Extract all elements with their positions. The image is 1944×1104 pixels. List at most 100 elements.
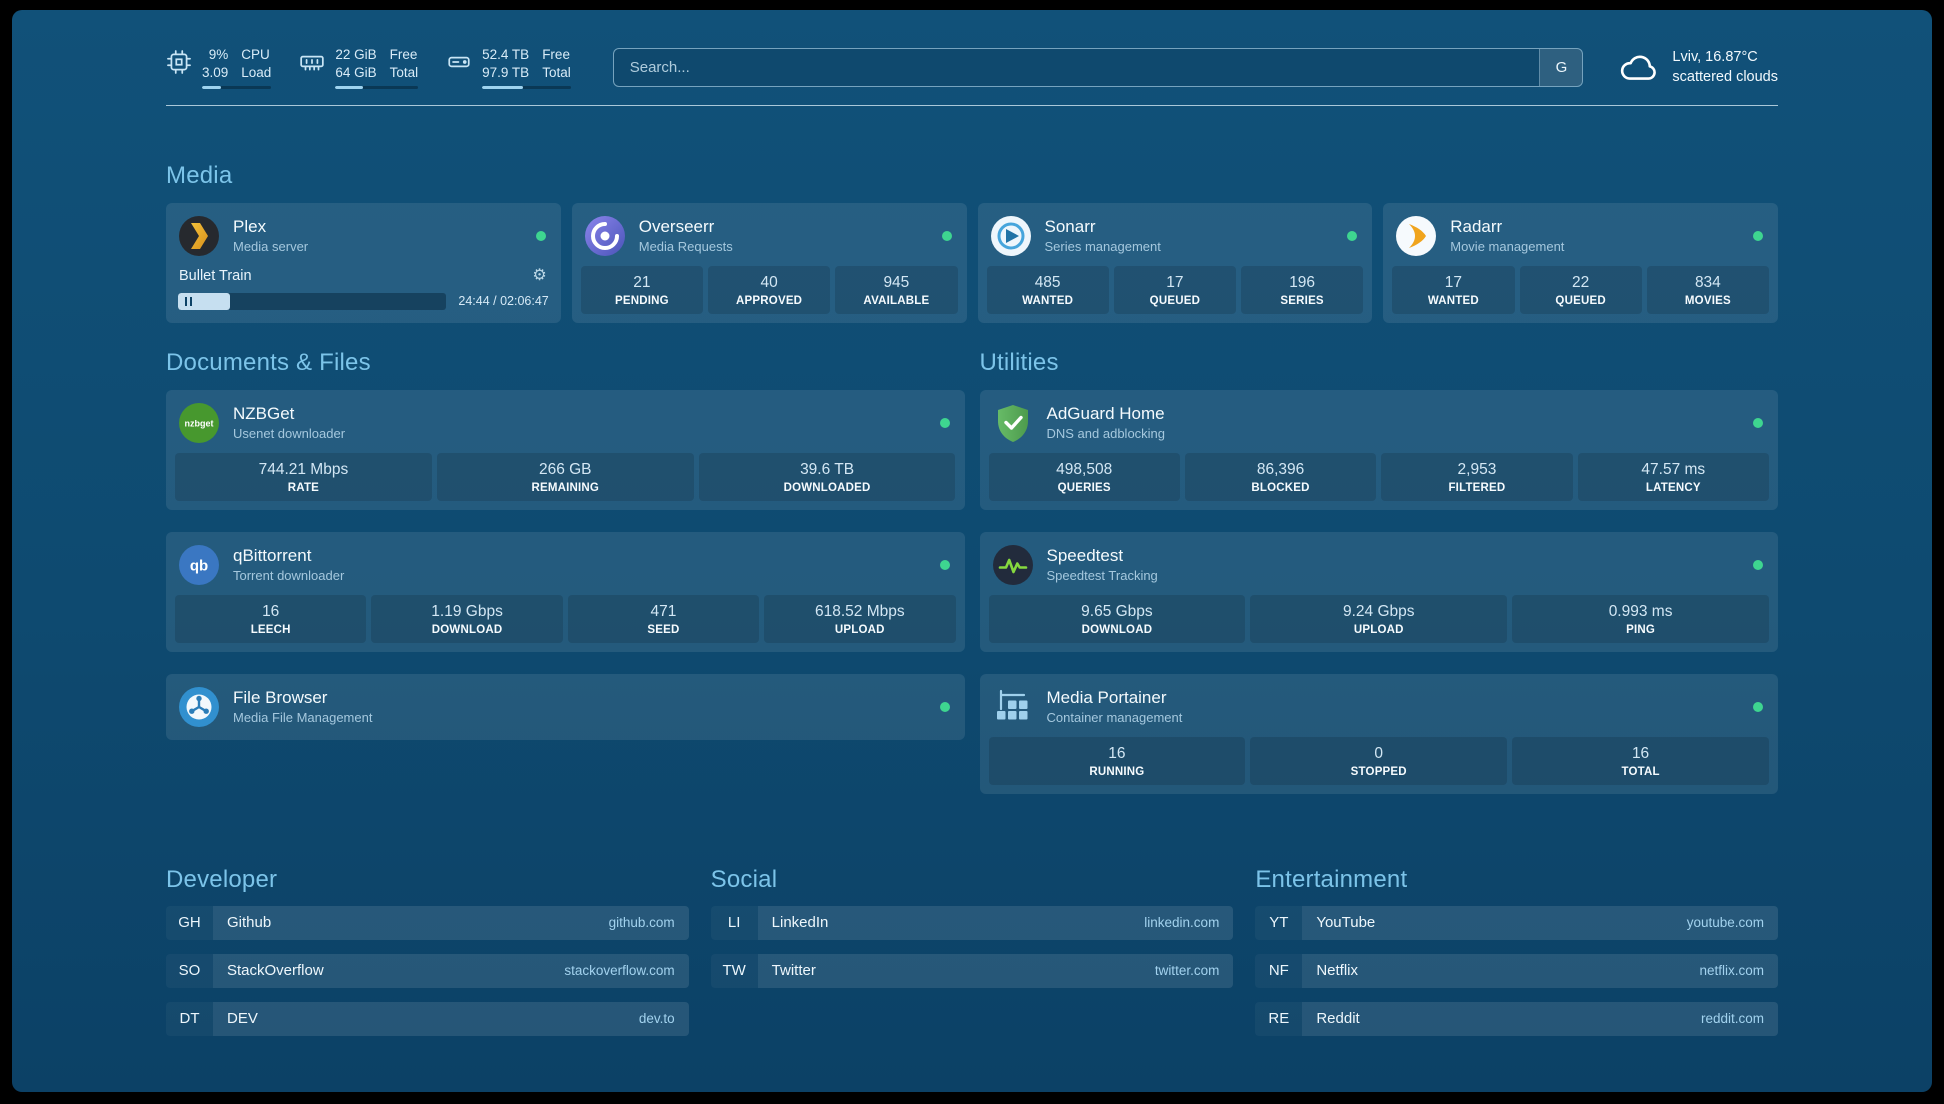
bookmark-url: stackoverflow.com (564, 963, 675, 979)
stat-pending: 21 PENDING (580, 265, 703, 314)
overseerr-icon (584, 215, 626, 257)
plex-icon (178, 215, 220, 257)
bookmark-name: StackOverflow (227, 962, 324, 980)
memory-total-label: Total (389, 64, 419, 80)
bookmark-stackoverflow[interactable]: SO StackOverflow stackoverflow.com (166, 953, 689, 988)
section-title-documents: Documents & Files (166, 348, 371, 376)
plex-card[interactable]: Plex Media server Bullet Train ⚙ (166, 202, 561, 323)
filebrowser-icon (178, 686, 220, 728)
stat-queries: 498,508 QUERIES (988, 452, 1180, 501)
stat-download: 9.65 Gbps DOWNLOAD (988, 594, 1246, 643)
section-title-developer: Developer (166, 865, 278, 893)
bookmark-abbr: NF (1255, 953, 1303, 988)
service-title: Sonarr (1044, 217, 1096, 237)
service-subtitle: Container management (1046, 710, 1183, 726)
bookmark-name: YouTube (1316, 914, 1376, 932)
gear-icon[interactable]: ⚙ (532, 266, 547, 284)
cpu-load-label: Load (241, 64, 272, 80)
bookmark-youtube[interactable]: YT YouTube youtube.com (1255, 905, 1778, 940)
bookmark-twitter[interactable]: TW Twitter twitter.com (710, 953, 1234, 988)
bookmark-abbr: SO (166, 953, 213, 988)
bookmark-url: reddit.com (1700, 1011, 1764, 1027)
stat-available: 945 AVAILABLE (835, 265, 958, 314)
bookmark-name: Netflix (1316, 962, 1359, 980)
status-dot (941, 230, 952, 241)
stat-rate: 744.21 Mbps RATE (175, 452, 432, 501)
status-dot (1753, 230, 1763, 241)
service-subtitle: Torrent downloader (233, 568, 345, 584)
disk-icon (446, 49, 472, 75)
resource-widgets: 9% CPU 3.09 Load (166, 46, 571, 89)
memory-free-label: Free (389, 47, 418, 62)
disk-free-label: Free (542, 47, 570, 62)
stat-download: 1.19 Gbps DOWNLOAD (371, 594, 563, 643)
portainer-icon (992, 686, 1034, 728)
service-title: AdGuard Home (1046, 404, 1165, 424)
disk-stats: 52.4 TB Free 97.9 TB Total (482, 46, 571, 89)
stat-filtered: 2,953 FILTERED (1381, 452, 1573, 501)
cpu-usage-label: CPU (241, 47, 270, 62)
weather-condition: scattered clouds (1672, 69, 1778, 86)
bookmark-url: github.com (608, 915, 675, 931)
bookmark-abbr: DT (166, 1001, 213, 1036)
stat-upload: 618.52 Mbps UPLOAD (764, 594, 956, 643)
service-title: Plex (233, 217, 267, 237)
bookmark-name: LinkedIn (771, 914, 829, 932)
status-dot (939, 417, 950, 428)
adguard-card[interactable]: AdGuard Home DNS and adblocking 498,508 … (979, 389, 1778, 510)
stat-approved: 40 APPROVED (708, 265, 831, 314)
filebrowser-card[interactable]: File Browser Media File Management (166, 673, 965, 740)
bookmark-linkedin[interactable]: LI LinkedIn linkedin.com (710, 905, 1234, 940)
memory-widget: 22 GiB Free 64 GiB Total (299, 46, 419, 89)
status-dot (939, 559, 950, 570)
portainer-card[interactable]: Media Portainer Container management 16 … (979, 673, 1778, 794)
nzbget-icon: nzbget (178, 402, 220, 444)
radarr-icon (1395, 215, 1437, 257)
search-bar[interactable]: G (612, 47, 1584, 87)
svg-text:qb: qb (190, 557, 208, 574)
qbittorrent-icon: qb (178, 544, 220, 586)
memory-progress-bar (335, 85, 419, 89)
dashboard-content: 9% CPU 3.09 Load (166, 10, 1778, 1036)
bookmark-url: dev.to (638, 1011, 675, 1027)
bookmark-reddit[interactable]: RE Reddit reddit.com (1255, 1001, 1778, 1036)
qbittorrent-card[interactable]: qb qBittorrent Torrent downloader (166, 531, 965, 652)
cloud-icon (1619, 51, 1659, 83)
stat-upload: 9.24 Gbps UPLOAD (1250, 594, 1508, 643)
section-title-social: Social (710, 865, 778, 893)
bookmark-abbr: LI (710, 905, 758, 940)
stat-wanted: 485 WANTED (986, 265, 1109, 314)
search-provider-button[interactable]: G (1539, 48, 1583, 86)
playback-progress-bar[interactable] (178, 292, 447, 310)
stat-stopped: 0 STOPPED (1250, 736, 1508, 785)
bookmark-dev[interactable]: DT DEV dev.to (166, 1001, 689, 1036)
bookmark-abbr: GH (166, 905, 213, 940)
service-subtitle: Speedtest Tracking (1046, 568, 1158, 584)
stat-latency: 47.57 ms LATENCY (1577, 452, 1769, 501)
bookmark-netflix[interactable]: NF Netflix netflix.com (1255, 953, 1778, 988)
bookmark-name: Github (227, 914, 272, 932)
memory-free-value: 22 GiB (335, 47, 377, 62)
speedtest-card[interactable]: Speedtest Speedtest Tracking 9.65 Gbps D… (979, 531, 1778, 652)
stat-ping: 0.993 ms PING (1512, 594, 1769, 643)
overseerr-card[interactable]: Overseerr Media Requests 21 PENDING 40 A… (571, 202, 967, 323)
service-title: Overseerr (638, 217, 715, 237)
cpu-widget: 9% CPU 3.09 Load (166, 46, 272, 89)
bookmark-url: netflix.com (1699, 963, 1764, 979)
bookmark-name: DEV (227, 1010, 258, 1028)
pause-icon[interactable] (185, 296, 192, 306)
service-subtitle: DNS and adblocking (1046, 426, 1166, 442)
search-input[interactable] (613, 48, 1540, 86)
radarr-card[interactable]: Radarr Movie management 17 WANTED 22 QUE… (1383, 202, 1778, 323)
memory-icon (299, 49, 325, 75)
sonarr-card[interactable]: Sonarr Series management 485 WANTED 17 Q… (977, 202, 1373, 323)
now-playing-title: Bullet Train (179, 267, 252, 284)
nzbget-card[interactable]: nzbget NZBGet Usenet downloader 74 (166, 389, 965, 510)
status-dot (939, 701, 950, 712)
stat-queued: 17 QUEUED (1113, 265, 1236, 314)
bookmark-group-entertainment: Entertainment YT YouTube youtube.com NF … (1255, 866, 1778, 1036)
stat-series: 196 SERIES (1241, 265, 1364, 314)
service-subtitle: Media File Management (233, 710, 373, 726)
section-media: Media (166, 162, 1778, 323)
bookmark-github[interactable]: GH Github github.com (166, 905, 689, 940)
